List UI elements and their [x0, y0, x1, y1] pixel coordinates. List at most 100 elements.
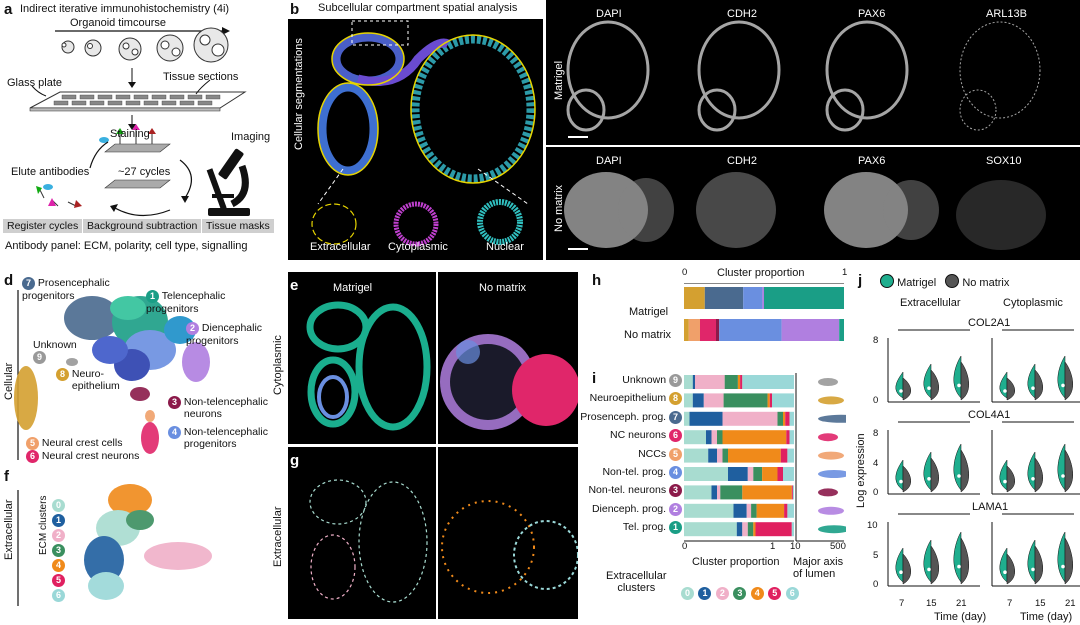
b-title: Subcellular compartment spatial analysis [318, 2, 518, 14]
i-row-badge: 4 [669, 466, 682, 479]
panel-label-a: a [4, 1, 13, 18]
j-violin-matrigel [923, 451, 932, 491]
j-y-1-0: 0 [873, 487, 879, 498]
j-y-1-8: 8 [873, 428, 879, 439]
j-median-dot [957, 564, 961, 569]
b-extracellular: Extracellular [310, 241, 371, 253]
i-legend-title: Extracellular clusters [606, 570, 667, 594]
b-segmentation-graphic [311, 20, 536, 247]
c-tissue-graphic [564, 20, 1046, 250]
i-bar-segment [742, 485, 792, 500]
i-row-badge: 1 [669, 521, 682, 535]
c-row2-marker-3: SOX10 [986, 155, 1022, 167]
h-cat-1: No matrix [624, 329, 672, 341]
i-bar-segment [717, 485, 721, 500]
j-marker-1: COL4A1 [968, 409, 1011, 421]
d-umap-graphic [14, 290, 210, 460]
i-row-badge: 7 [669, 410, 682, 424]
i-bar-segment [689, 411, 723, 426]
i-row-badge: 8 [669, 392, 682, 406]
f-subside-label: ECM clusters [38, 495, 49, 555]
h-bar-segment [716, 319, 720, 341]
d-nontel-neurons-badge: 3 [168, 396, 181, 409]
f-umap-graphic [17, 484, 212, 606]
i-bar-segment [720, 485, 743, 500]
i-bar-segment [722, 430, 787, 445]
i-bar-segment [740, 375, 743, 389]
a-cycles: ~27 cycles [118, 166, 171, 178]
i-legend-6: 6 [785, 587, 799, 600]
d-nontel-prog-badge: 4 [168, 426, 181, 439]
j-violin-matrigel [1057, 531, 1066, 583]
i-tick-0: 0 [682, 541, 688, 552]
j-violin-chart [887, 329, 1080, 587]
i-row-label-text: Tel. prog. [622, 521, 669, 534]
i-bar-segment [792, 485, 794, 500]
e-col2: No matrix [479, 282, 527, 294]
j-x-2a: 21 [956, 598, 967, 609]
f-side-label: Extracellular [3, 499, 15, 560]
i-bar-segment [692, 393, 704, 408]
i-bar-segment [753, 467, 763, 481]
i-row-badge: 2 [669, 502, 682, 516]
i-bar-segment [753, 522, 756, 537]
i-lumen-violin [818, 414, 846, 423]
i-row-label-text: Non-tel. prog. [602, 466, 669, 478]
i-row-badge: 9 [669, 374, 682, 387]
i-legend-5: 5 [768, 587, 782, 600]
h-title: Cluster proportion [717, 267, 805, 279]
j-median-dot [957, 474, 961, 478]
j-violin-nomatrix [902, 465, 911, 493]
j-median-dot [899, 389, 903, 393]
j-y-0-0: 0 [873, 395, 879, 406]
j-legend-matrigel-swatch [880, 274, 894, 288]
j-median-dot [927, 386, 931, 390]
panel-label-h: h [592, 272, 602, 289]
i-bar-segment [746, 503, 752, 518]
i-bar-segment [717, 430, 723, 445]
d-ncc-label: 5 Neural crest cells [26, 437, 122, 450]
j-col-title-1: Cytoplasmic [1003, 297, 1063, 309]
i-lumen-tick-1: 500 [830, 541, 846, 552]
i-bar-segment [684, 467, 728, 481]
i-bar-segment [684, 375, 693, 389]
i-row-label-text: NCCs [638, 447, 669, 460]
f-cluster-3: 3 [52, 544, 65, 557]
i-lumen-violin [818, 525, 846, 534]
i-bar-segment [703, 393, 724, 408]
j-median-dot [1031, 567, 1035, 572]
c-row1-image [546, 0, 1080, 145]
h-bar-segment [684, 287, 705, 309]
j-violin-nomatrix [902, 377, 911, 401]
b-side-label: Cellular segmentations [293, 38, 305, 150]
j-x-0b: 7 [1007, 598, 1013, 609]
j-marker-2: LAMA1 [972, 501, 1009, 513]
i-bar-segment [711, 430, 717, 445]
d-telen-label: 1 Telencephalic progenitors [146, 290, 225, 315]
i-row-badge: 3 [669, 484, 682, 498]
j-y-2-10: 10 [867, 520, 878, 531]
i-lumen-violin [818, 470, 846, 478]
c-row1-label: Matrigel [553, 60, 565, 100]
f-cluster-numbers: 0 1 2 3 4 5 6 [52, 497, 65, 602]
a-imaging: Imaging [231, 131, 271, 143]
j-y-0-8: 8 [873, 335, 879, 346]
i-lumen-xlabel: Major axis of lumen [793, 556, 844, 580]
i-bar-segment [783, 467, 794, 481]
i-legend-0: 0 [681, 587, 694, 600]
h-bar-segment [704, 287, 744, 309]
j-violin-matrigel [895, 371, 904, 399]
j-median-dot [927, 477, 931, 481]
d-prosen-text: Prosencephalic progenitors [22, 277, 110, 302]
h-bar-segment [743, 287, 763, 309]
i-bar-segment [706, 430, 712, 445]
j-violin-matrigel [1027, 363, 1036, 399]
d-ncn-badge: 6 [26, 450, 39, 463]
j-median-dot [899, 570, 903, 574]
i-bar-segment [692, 375, 695, 389]
i-xlabel: Cluster proportion [692, 556, 780, 568]
i-bar-segment [747, 522, 754, 537]
i-bar-segment [791, 485, 793, 500]
c-row2-marker-0: DAPI [596, 155, 622, 167]
j-violin-nomatrix [1064, 449, 1073, 493]
